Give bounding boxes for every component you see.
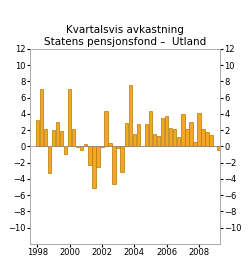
Bar — [108, 143, 112, 146]
Bar — [40, 89, 43, 146]
Bar — [230, 146, 233, 198]
Bar — [222, 146, 225, 165]
Bar — [88, 146, 92, 165]
Bar — [52, 130, 55, 146]
Bar — [116, 146, 120, 148]
Bar — [137, 124, 140, 146]
Bar — [185, 129, 188, 146]
Bar — [80, 146, 84, 150]
Title: Kvartalsvis avkastning
Statens pensjonsfond –  Utland: Kvartalsvis avkastning Statens pensjonsf… — [44, 25, 206, 47]
Bar — [84, 144, 87, 146]
Bar — [173, 129, 176, 146]
Bar — [189, 122, 192, 146]
Bar — [56, 122, 59, 146]
Bar — [76, 146, 80, 147]
Bar — [60, 131, 63, 146]
Bar — [205, 132, 209, 146]
Bar — [96, 146, 100, 167]
Bar — [92, 146, 96, 188]
Bar — [169, 128, 172, 146]
Bar — [112, 146, 116, 184]
Bar — [226, 146, 229, 217]
Bar — [64, 146, 67, 154]
Bar — [181, 114, 184, 146]
Bar — [201, 129, 205, 146]
Bar — [124, 123, 128, 146]
Bar — [153, 134, 156, 146]
Bar — [157, 136, 160, 146]
Bar — [145, 124, 148, 146]
Bar — [100, 146, 104, 147]
Bar — [149, 111, 152, 146]
Bar — [128, 85, 132, 146]
Bar — [165, 116, 168, 146]
Bar — [72, 129, 75, 146]
Bar — [36, 120, 39, 146]
Bar — [197, 113, 201, 146]
Bar — [68, 89, 71, 146]
Bar — [177, 137, 180, 146]
Bar — [48, 146, 51, 173]
Bar — [120, 146, 124, 172]
Bar — [218, 146, 221, 150]
Bar — [132, 134, 136, 146]
Bar — [161, 118, 164, 146]
Bar — [44, 129, 47, 146]
Bar — [193, 142, 197, 146]
Bar — [210, 135, 213, 146]
Bar — [104, 111, 108, 146]
